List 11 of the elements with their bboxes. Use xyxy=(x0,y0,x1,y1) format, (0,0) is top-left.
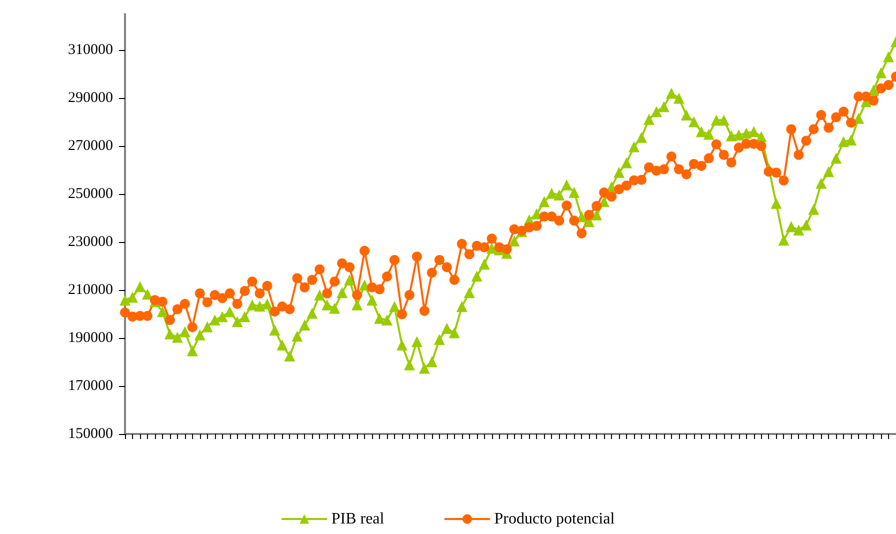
y-tick-label: 210000 xyxy=(68,282,113,298)
y-tick-label: 190000 xyxy=(68,330,113,346)
y-tick-label: 230000 xyxy=(68,234,113,250)
y-tick-label: 310000 xyxy=(68,42,113,58)
y-tick-label: 270000 xyxy=(68,138,113,154)
y-tick-label: 170000 xyxy=(68,378,113,394)
y-tick-label: 150000 xyxy=(68,426,113,442)
legend-label: Producto potencial xyxy=(494,510,616,528)
legend-label: PIB real xyxy=(331,510,385,528)
y-tick-label: 290000 xyxy=(68,90,113,106)
y-tick-label: 250000 xyxy=(68,186,113,202)
